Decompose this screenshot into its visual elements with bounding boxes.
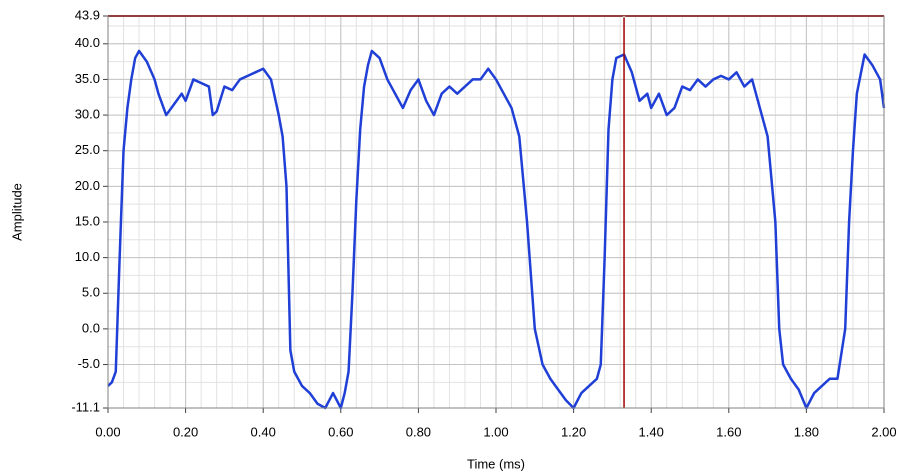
y-axis-label: Amplitude xyxy=(9,183,24,241)
x-tick-label: 0.80 xyxy=(406,424,431,439)
y-tick-label: 20.0 xyxy=(75,178,100,193)
y-tick-label: 10.0 xyxy=(75,249,100,264)
x-tick-label: 1.80 xyxy=(794,424,819,439)
y-tick-label: 43.9 xyxy=(75,7,100,22)
x-tick-label: 1.60 xyxy=(716,424,741,439)
x-tick-label: 1.00 xyxy=(483,424,508,439)
y-tick-label: 15.0 xyxy=(75,213,100,228)
y-tick-label: 0.0 xyxy=(82,320,100,335)
y-tick-label: 5.0 xyxy=(82,285,100,300)
signal-line xyxy=(107,49,886,410)
y-tick-label: -11.1 xyxy=(71,399,100,414)
x-tick-label: 0.00 xyxy=(95,424,120,439)
y-tick-label: 25.0 xyxy=(75,142,100,157)
x-tick-label: 1.20 xyxy=(561,424,586,439)
y-tick-label: 40.0 xyxy=(75,35,100,50)
x-tick-label: 2.00 xyxy=(871,424,896,439)
y-tick-label: 30.0 xyxy=(75,107,100,122)
x-tick-label: 1.40 xyxy=(639,424,664,439)
y-tick-label: 35.0 xyxy=(75,71,100,86)
y-tick-label: -5.0 xyxy=(78,356,100,371)
x-axis-label: Time (ms) xyxy=(467,456,525,471)
x-tick-label: 0.20 xyxy=(173,424,198,439)
plot-frame xyxy=(107,15,885,409)
x-tick-label: 0.60 xyxy=(328,424,353,439)
x-tick-label: 0.40 xyxy=(251,424,276,439)
